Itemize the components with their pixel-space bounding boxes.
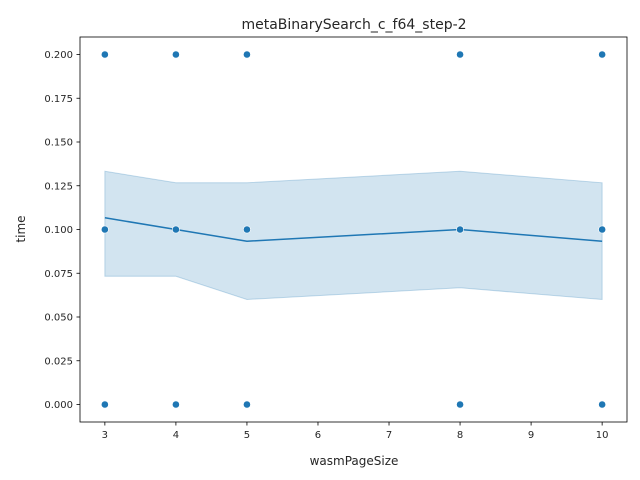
y-tick-label: 0.050 <box>44 313 73 324</box>
data-point <box>598 50 607 59</box>
x-axis-label: wasmPageSize <box>310 454 399 468</box>
axes: 3 4 5 6 7 8 9 10 0.000 0.025 0.050 0.075 0.100 0.125 0… <box>44 36 628 441</box>
x-tick-label: 10 <box>596 430 609 441</box>
data-point <box>100 50 109 59</box>
x-tick-label: 9 <box>528 430 534 441</box>
data-point <box>172 225 180 234</box>
data-point <box>243 225 251 234</box>
y-tick-label: 0.075 <box>44 269 73 280</box>
y-tick-label: 0.125 <box>44 181 73 192</box>
plot-area <box>100 50 607 409</box>
y-axis-label: time <box>14 215 28 242</box>
y-tick-label: 0.000 <box>44 400 73 411</box>
y-tick-label: 0.100 <box>44 225 73 236</box>
x-tick-label: 5 <box>244 430 250 441</box>
y-tick-label: 0.025 <box>44 356 73 367</box>
y-tick-label: 0.200 <box>44 50 73 61</box>
chart-title: metaBinarySearch_c_f64_step-2 <box>241 17 466 33</box>
x-tick-label: 3 <box>102 430 108 441</box>
data-point <box>172 400 180 409</box>
x-tick-label: 4 <box>173 430 179 441</box>
data-point <box>456 50 464 59</box>
x-tick-label: 8 <box>457 430 463 441</box>
data-point <box>243 50 251 59</box>
y-tick-label: 0.175 <box>44 94 73 105</box>
y-tick-label: 0.150 <box>44 138 73 149</box>
mean-line <box>104 217 603 242</box>
data-point <box>243 400 251 409</box>
data-point <box>100 225 109 234</box>
data-point <box>100 400 109 409</box>
x-tick-label: 6 <box>315 430 321 441</box>
data-point <box>598 400 607 409</box>
x-tick-label: 7 <box>386 430 392 441</box>
data-point <box>598 225 607 234</box>
data-point <box>456 225 464 234</box>
data-point <box>456 400 464 409</box>
data-point <box>172 50 180 59</box>
